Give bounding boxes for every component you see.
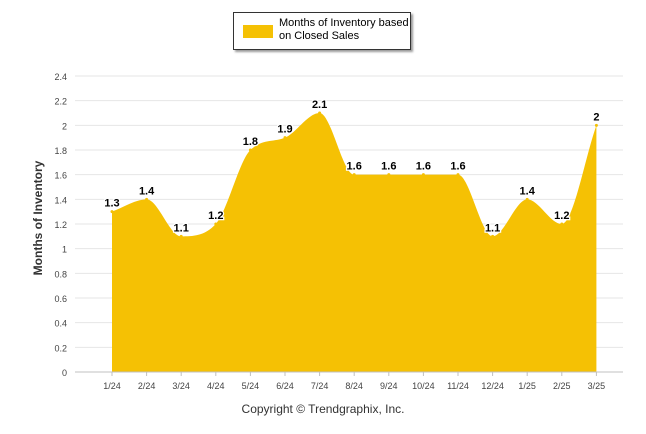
data-point xyxy=(525,197,529,201)
data-label: 1.1 xyxy=(485,222,500,234)
x-tick-label: 8/24 xyxy=(345,381,363,391)
y-tick-label: 1.8 xyxy=(54,146,67,156)
y-tick-label: 1.6 xyxy=(54,171,67,181)
data-point xyxy=(110,210,114,214)
x-tick-label: 1/24 xyxy=(103,381,121,391)
legend-label-line1: Months of Inventory based xyxy=(279,17,409,29)
data-label: 1.1 xyxy=(174,222,189,234)
data-label: 1.6 xyxy=(381,161,396,173)
x-tick-label: 4/24 xyxy=(207,381,225,391)
y-tick-label: 0.2 xyxy=(54,343,67,353)
y-tick-label: 0.4 xyxy=(54,319,67,329)
y-tick-label: 2.4 xyxy=(54,72,67,82)
y-tick-label: 1 xyxy=(62,245,67,255)
copyright-footer: Copyright © Trendgraphix, Inc. xyxy=(241,402,405,416)
x-tick-label: 10/24 xyxy=(412,381,435,391)
legend-swatch xyxy=(243,25,273,38)
data-point xyxy=(594,123,598,127)
x-tick-label: 2/24 xyxy=(138,381,156,391)
legend: Months of Inventory based on Closed Sale… xyxy=(233,12,411,50)
data-label: 2.1 xyxy=(312,99,327,111)
data-label: 1.4 xyxy=(139,185,155,197)
data-label: 1.3 xyxy=(104,198,119,210)
y-axis-title: Months of Inventory xyxy=(31,160,45,276)
data-point xyxy=(283,136,287,140)
data-label: 1.9 xyxy=(277,124,292,136)
legend-label: Months of Inventory based on Closed Sale… xyxy=(279,17,409,43)
data-point xyxy=(248,148,252,152)
x-tick-label: 5/24 xyxy=(242,381,260,391)
data-point xyxy=(214,222,218,226)
data-point xyxy=(560,222,564,226)
data-label: 1.4 xyxy=(520,185,536,197)
y-tick-label: 2 xyxy=(62,121,67,131)
data-point xyxy=(179,234,183,238)
data-label: 1.2 xyxy=(208,210,223,222)
x-tick-label: 12/24 xyxy=(481,381,504,391)
data-point xyxy=(145,197,149,201)
data-point xyxy=(456,173,460,177)
series-area xyxy=(112,113,597,372)
data-point xyxy=(491,234,495,238)
data-label: 1.6 xyxy=(416,161,431,173)
y-tick-label: 1.4 xyxy=(54,195,67,205)
y-tick-label: 0.6 xyxy=(54,294,67,304)
data-point xyxy=(352,173,356,177)
data-label: 1.2 xyxy=(554,210,569,222)
data-label: 1.8 xyxy=(243,136,258,148)
y-tick-label: 0 xyxy=(62,368,67,378)
legend-label-line2: on Closed Sales xyxy=(279,30,360,42)
x-tick-label: 1/25 xyxy=(518,381,536,391)
x-tick-label: 2/25 xyxy=(553,381,571,391)
x-tick-label: 3/24 xyxy=(172,381,190,391)
y-tick-label: 0.8 xyxy=(54,269,67,279)
y-tick-label: 1.2 xyxy=(54,220,67,230)
data-point xyxy=(318,111,322,115)
data-label: 1.6 xyxy=(450,161,465,173)
y-tick-label: 2.2 xyxy=(54,97,67,107)
data-label: 1.6 xyxy=(347,161,362,173)
x-tick-label: 3/25 xyxy=(588,381,606,391)
x-tick-label: 11/24 xyxy=(447,381,469,391)
x-tick-label: 6/24 xyxy=(276,381,294,391)
data-label: 2 xyxy=(593,111,599,123)
x-tick-label: 9/24 xyxy=(380,381,398,391)
data-point xyxy=(387,173,391,177)
x-tick-label: 7/24 xyxy=(311,381,329,391)
data-point xyxy=(421,173,425,177)
